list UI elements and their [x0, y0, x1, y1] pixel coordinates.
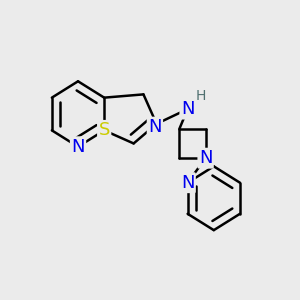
Text: N: N — [181, 100, 194, 118]
Text: N: N — [148, 118, 162, 136]
Text: N: N — [71, 138, 85, 156]
Text: S: S — [98, 122, 110, 140]
Text: N: N — [199, 149, 212, 167]
Text: H: H — [196, 89, 206, 103]
Text: N: N — [181, 174, 194, 192]
